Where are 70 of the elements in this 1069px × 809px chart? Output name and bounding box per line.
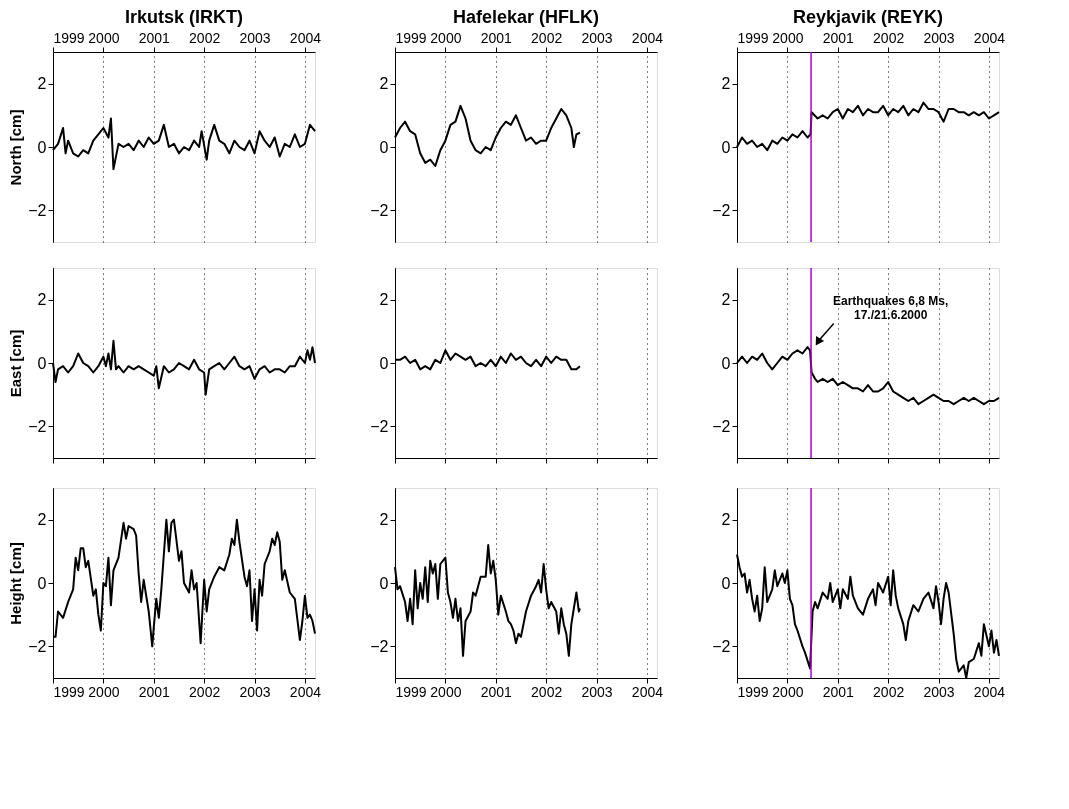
x-tick-label: 1999 — [53, 683, 85, 700]
x-tick-label: 2000 — [88, 683, 120, 700]
x-tick-label: 2000 — [430, 683, 462, 700]
x-tick-label: 2001 — [480, 683, 513, 700]
x-tick-label: 2002 — [189, 683, 221, 700]
y-tick-label: −2 — [28, 417, 47, 435]
chart-title: Irkutsk (IRKT) — [124, 7, 244, 27]
y-tick-label: 0 — [379, 138, 389, 156]
x-tick-label: 1999 — [53, 29, 85, 46]
x-tick-label: 2002 — [189, 29, 221, 46]
x-tick-label: 2004 — [289, 29, 322, 46]
y-tick-label: 2 — [37, 75, 47, 93]
x-tick-label: 2003 — [239, 29, 271, 46]
y-tick-label: 2 — [721, 75, 731, 93]
y-tick-label: 0 — [379, 354, 389, 372]
x-tick-label: 1999 — [395, 29, 427, 46]
x-tick-label: 2003 — [923, 29, 955, 46]
x-tick-label: 2002 — [531, 29, 563, 46]
y-tick-label: 0 — [37, 354, 47, 372]
x-tick-label: 1999 — [737, 683, 769, 700]
x-tick-label: 2001 — [138, 29, 171, 46]
y-tick-label: 0 — [721, 574, 731, 592]
x-tick-label: 2000 — [88, 29, 120, 46]
y-tick-label: 2 — [379, 291, 389, 309]
y-tick-label: 0 — [37, 574, 47, 592]
y-tick-label: 0 — [721, 138, 731, 156]
x-tick-label: 2003 — [581, 683, 613, 700]
x-tick-label: 1999 — [395, 683, 427, 700]
x-tick-label: 2004 — [631, 683, 664, 700]
x-tick-label: 2001 — [822, 683, 855, 700]
x-tick-label: 1999 — [737, 29, 769, 46]
annotation: Earthquakes 6,8 Ms, 17./21.6.2000 — [832, 294, 949, 323]
x-tick-label: 2003 — [923, 683, 955, 700]
y-axis-title: East [cm] — [7, 329, 25, 398]
x-tick-label: 2000 — [430, 29, 462, 46]
y-tick-label: 2 — [379, 511, 389, 529]
y-tick-label: 0 — [379, 574, 389, 592]
x-tick-label: 2002 — [873, 683, 905, 700]
y-tick-label: −2 — [370, 637, 389, 655]
y-tick-label: −2 — [712, 637, 731, 655]
y-tick-label: −2 — [712, 417, 731, 435]
chart-title: Hafelekar (HFLK) — [452, 7, 600, 27]
x-tick-label: 2000 — [772, 683, 804, 700]
x-tick-label: 2003 — [581, 29, 613, 46]
x-tick-label: 2004 — [631, 29, 664, 46]
x-tick-label: 2001 — [138, 683, 171, 700]
y-tick-label: −2 — [28, 201, 47, 219]
chart-title: Reykjavik (REYK) — [792, 7, 944, 27]
y-tick-label: 2 — [37, 511, 47, 529]
x-tick-label: 2003 — [239, 683, 271, 700]
y-tick-label: 2 — [721, 511, 731, 529]
x-tick-label: 2004 — [289, 683, 322, 700]
y-axis-title: Height [cm] — [7, 542, 25, 625]
y-tick-label: 0 — [37, 138, 47, 156]
y-axis-title: North [cm] — [7, 109, 25, 186]
y-tick-label: −2 — [370, 417, 389, 435]
y-tick-label: −2 — [370, 201, 389, 219]
x-tick-label: 2002 — [873, 29, 905, 46]
x-tick-label: 2001 — [822, 29, 855, 46]
y-tick-label: −2 — [712, 201, 731, 219]
x-tick-label: 2001 — [480, 29, 513, 46]
y-tick-label: −2 — [28, 637, 47, 655]
y-tick-label: 2 — [379, 75, 389, 93]
y-tick-label: 2 — [37, 291, 47, 309]
x-tick-label: 2002 — [531, 683, 563, 700]
x-tick-label: 2004 — [973, 683, 1006, 700]
x-tick-label: 2004 — [973, 29, 1006, 46]
x-tick-label: 2000 — [772, 29, 804, 46]
y-tick-label: 2 — [721, 291, 731, 309]
y-tick-label: 0 — [721, 354, 731, 372]
